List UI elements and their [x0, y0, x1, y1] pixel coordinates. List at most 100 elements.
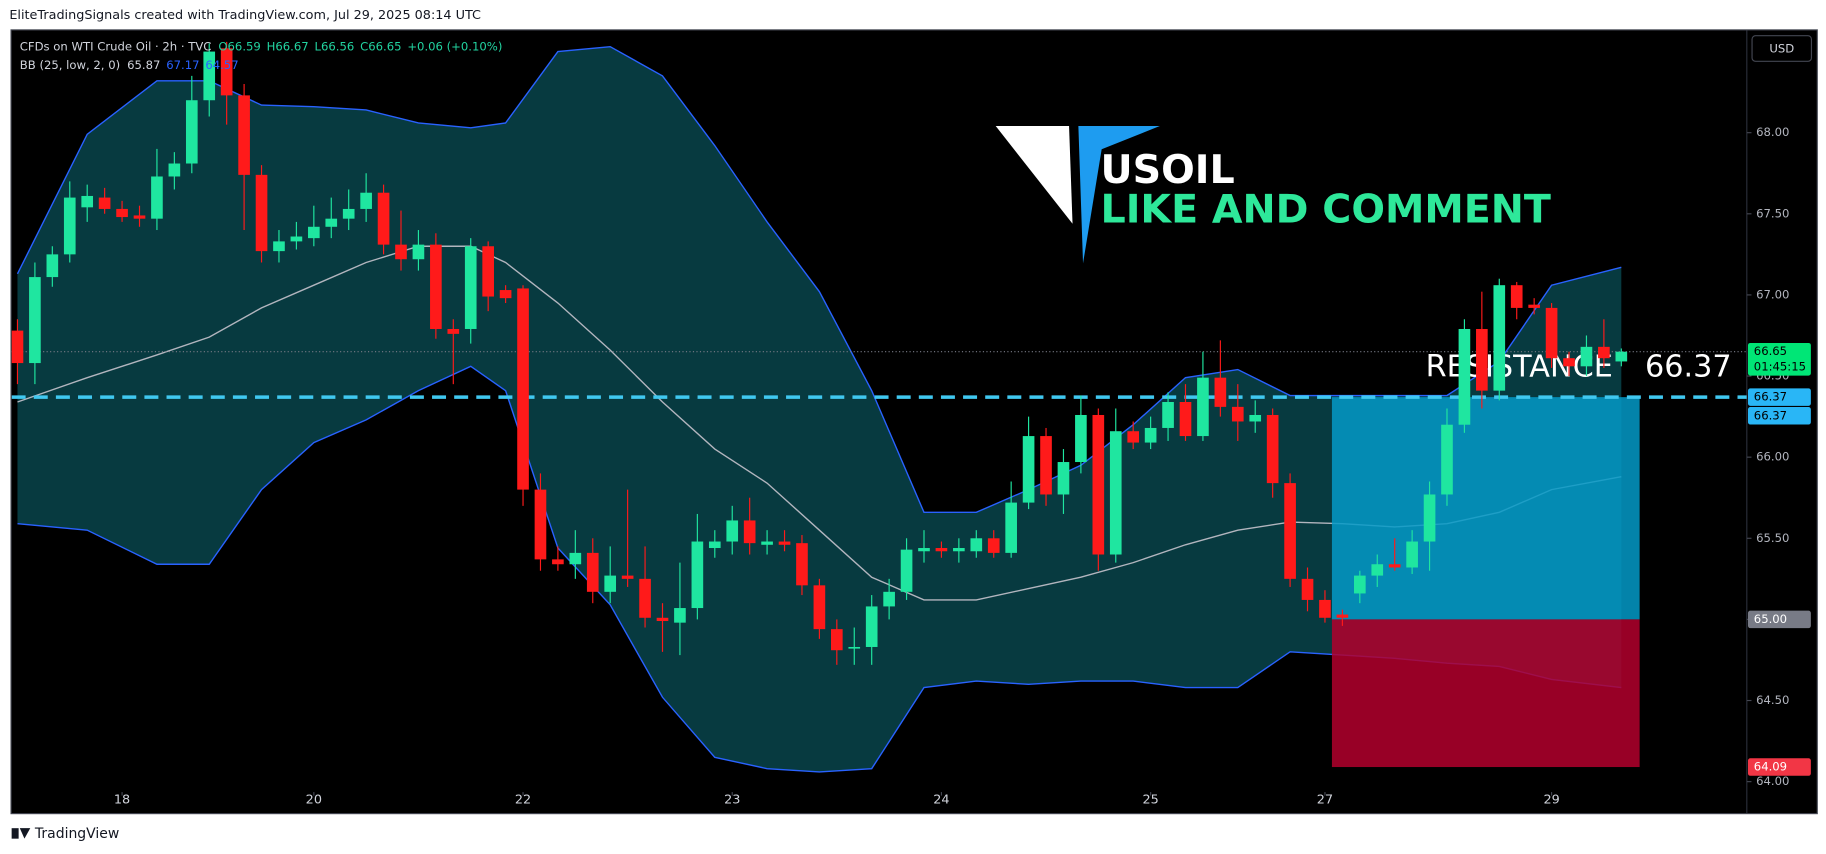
candle-body — [987, 538, 1000, 553]
candle-body — [1406, 541, 1418, 568]
legend-value: 65.87 — [127, 58, 160, 72]
candle-body — [377, 192, 390, 245]
candle-body — [1127, 431, 1140, 443]
candle-body — [1057, 462, 1070, 495]
candle-body — [691, 541, 704, 609]
price-label: 64.09 — [1754, 760, 1787, 774]
candle-body — [604, 575, 617, 592]
y-tick-label: 64.50 — [1756, 693, 1789, 707]
symbol-title: CFDs on WTI Crude Oil · 2h · TVC — [20, 39, 212, 53]
legend-value: C66.65 — [360, 39, 401, 53]
candle-body — [11, 330, 24, 364]
candle-body — [1441, 424, 1453, 495]
logo-bar — [11, 828, 19, 839]
price-label: 66.37 — [1754, 390, 1787, 404]
candle-body — [412, 244, 425, 260]
candle-body — [1109, 431, 1122, 555]
candle-body — [674, 608, 686, 623]
candle-body — [1005, 502, 1017, 553]
candle-body — [1214, 377, 1227, 407]
candle-body — [778, 541, 791, 545]
position-zone — [1331, 397, 1640, 620]
candle-body — [1563, 358, 1575, 367]
candle-body — [1249, 414, 1262, 422]
candle-body — [883, 591, 895, 607]
y-tick-label: 67.00 — [1756, 287, 1789, 301]
candle-body — [1423, 494, 1436, 542]
candle-body — [534, 489, 547, 560]
legend-value: O66.59 — [218, 39, 260, 53]
candle-body — [1510, 285, 1523, 308]
candle-body — [46, 254, 59, 278]
candle-body — [1528, 304, 1540, 308]
candle-body — [63, 197, 76, 255]
candle-body — [1179, 402, 1192, 437]
x-tick-label: 20 — [306, 793, 322, 808]
band-fill — [17, 46, 1622, 772]
price-label-bg — [1747, 758, 1811, 776]
price-label: 66.37 — [1754, 408, 1787, 422]
price-label-bg — [1747, 407, 1811, 425]
y-tick-label: 65.50 — [1756, 531, 1789, 545]
candle-body — [151, 176, 163, 219]
candle-body — [1493, 285, 1506, 391]
currency-label[interactable]: USD — [1769, 42, 1794, 56]
candle-body — [203, 51, 216, 101]
candle-body — [464, 246, 477, 329]
candle-body — [918, 548, 930, 552]
candle-body — [1162, 402, 1174, 428]
candle-body — [273, 241, 285, 252]
legend: CFDs on WTI Crude Oil · 2h · TVC BB (25,… — [20, 39, 212, 72]
candle-body — [1040, 436, 1052, 495]
y-tick-label: 64.00 — [1756, 774, 1789, 788]
y-tick-label: 67.50 — [1756, 206, 1789, 220]
candle-body — [1284, 483, 1296, 579]
x-tick-label: 24 — [933, 793, 949, 808]
candle-body — [517, 288, 529, 490]
candle-body — [1598, 346, 1610, 359]
candle-body — [726, 520, 739, 542]
candle-body — [430, 244, 442, 329]
position-zone — [1331, 619, 1640, 768]
x-tick-label: 29 — [1543, 793, 1559, 808]
candle-body — [81, 195, 94, 208]
candle-body — [1353, 575, 1366, 594]
x-tick-label: 18 — [114, 793, 130, 808]
candle-body — [1545, 307, 1558, 359]
candle-body — [743, 520, 756, 544]
candle-body — [1336, 614, 1349, 618]
candle-body — [656, 617, 669, 622]
candle-body — [970, 538, 983, 552]
candle-body — [708, 541, 721, 549]
legend-value: +0.06 (+0.10%) — [407, 39, 502, 53]
candle-body — [1319, 599, 1331, 618]
candle-body — [935, 548, 948, 552]
x-tick-label: 25 — [1142, 793, 1158, 808]
candle-body — [761, 541, 773, 545]
candle-body — [1388, 564, 1401, 568]
candle-body — [168, 163, 181, 177]
candle-body — [1476, 328, 1488, 391]
candle-body — [831, 629, 843, 651]
candle-body — [482, 246, 494, 297]
logo-mark — [19, 828, 31, 839]
price-label-bg — [1747, 388, 1811, 406]
candle-body — [220, 48, 233, 96]
legend-value: H66.67 — [267, 39, 309, 53]
candle-body — [1266, 414, 1279, 484]
candle-body — [552, 559, 564, 565]
candle-body — [1615, 351, 1628, 362]
candle-body — [1022, 436, 1035, 503]
candle-body — [395, 244, 407, 260]
candle-body — [586, 552, 599, 592]
candle-body — [325, 218, 338, 227]
candle-body — [360, 192, 372, 209]
watermark-cta: LIKE AND COMMENT — [1100, 187, 1550, 233]
currency-button[interactable] — [1751, 35, 1813, 62]
candle-body — [116, 208, 128, 218]
candle-body — [865, 606, 878, 647]
overlay: USOIL LIKE AND COMMENT — [995, 125, 1551, 264]
candle-body — [308, 226, 320, 239]
